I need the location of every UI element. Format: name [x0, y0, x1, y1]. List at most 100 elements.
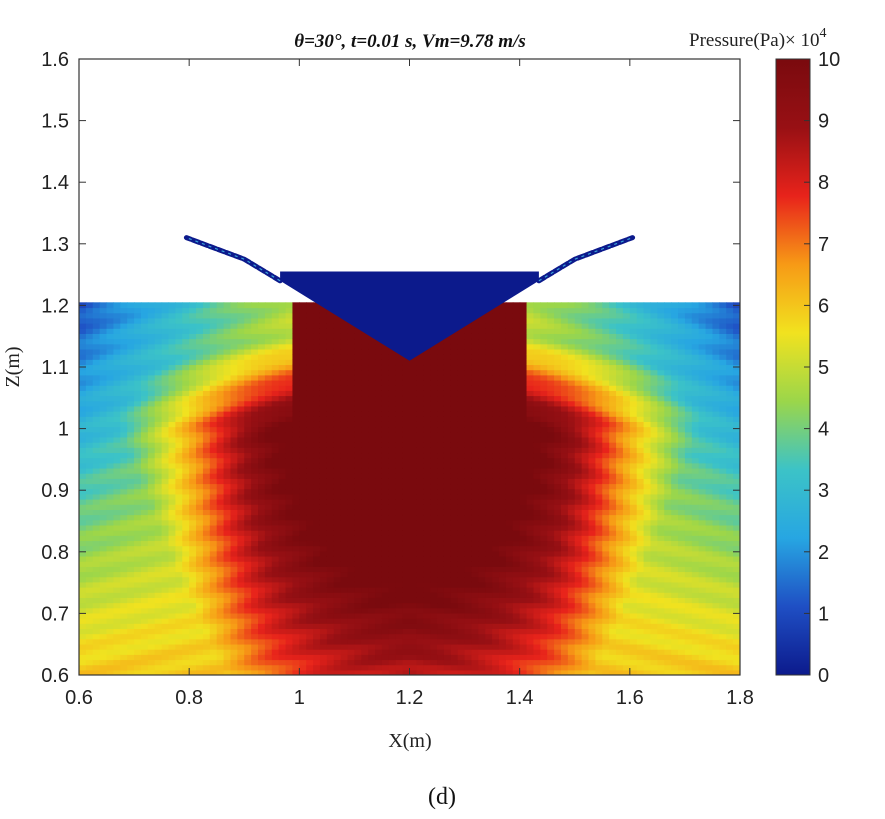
heatmap-cell	[134, 390, 142, 397]
heatmap-cell	[154, 643, 163, 650]
heatmap-cell	[258, 323, 266, 329]
heatmap-cell	[230, 561, 238, 567]
heatmap-cell	[388, 555, 397, 562]
heatmap-cell	[106, 364, 115, 371]
heatmap-cell	[402, 649, 411, 655]
heatmap-cell	[140, 405, 149, 412]
heatmap-cell	[512, 623, 521, 630]
heatmap-cell	[347, 379, 356, 386]
heatmap-cell	[113, 493, 121, 500]
heatmap-cell	[209, 457, 218, 464]
heatmap-cell	[519, 587, 528, 593]
heatmap-cell	[450, 385, 459, 391]
heatmap-cell	[161, 328, 170, 334]
heatmap-cell	[120, 664, 128, 671]
heatmap-cell	[512, 467, 521, 474]
heatmap-cell	[505, 431, 514, 438]
heatmap-cell	[499, 348, 507, 355]
heatmap-cell	[526, 514, 535, 521]
heatmap-cell	[319, 618, 328, 624]
heatmap-cell	[368, 659, 376, 666]
heatmap-cell	[140, 312, 149, 319]
heatmap-cell	[512, 649, 521, 655]
heatmap-cell	[292, 618, 300, 624]
heatmap-cell	[492, 555, 500, 562]
heatmap-cell	[526, 379, 535, 386]
heatmap-cell	[113, 323, 121, 329]
heatmap-cell	[512, 587, 521, 593]
heatmap-cell	[292, 581, 300, 588]
heatmap-cell	[230, 364, 238, 371]
heatmap-cell	[251, 364, 259, 371]
heatmap-cell	[92, 581, 101, 588]
heatmap-cell	[202, 379, 211, 386]
heatmap-cell	[505, 364, 514, 371]
heatmap-cell	[492, 467, 500, 474]
heatmap-cell	[182, 524, 190, 531]
heatmap-cell	[354, 431, 362, 438]
heatmap-cell	[381, 457, 390, 464]
heatmap-cell	[354, 576, 362, 583]
heatmap-cell	[189, 643, 197, 650]
heatmap-cell	[299, 602, 307, 609]
heatmap-cell	[388, 405, 397, 412]
heatmap-cell	[106, 633, 115, 640]
heatmap-cell	[375, 395, 383, 402]
heatmap-cell	[395, 354, 404, 360]
heatmap-cell	[478, 431, 486, 438]
heatmap-cell	[519, 385, 528, 391]
heatmap-cell	[478, 659, 486, 666]
heatmap-cell	[464, 566, 473, 573]
heatmap-cell	[457, 447, 466, 454]
heatmap-cell	[326, 431, 335, 438]
heatmap-cell	[519, 426, 528, 433]
heatmap-cell	[237, 442, 245, 448]
heatmap-cell	[471, 416, 479, 422]
heatmap-cell	[313, 633, 321, 640]
heatmap-cell	[134, 509, 142, 516]
heatmap-cell	[519, 307, 528, 314]
heatmap-cell	[457, 519, 466, 526]
heatmap-cell	[196, 550, 204, 557]
heatmap-cell	[388, 395, 397, 402]
heatmap-cell	[85, 364, 94, 371]
heatmap-cell	[519, 576, 528, 583]
heatmap-cell	[285, 602, 294, 609]
heatmap-cell	[120, 576, 128, 583]
heatmap-cell	[244, 535, 252, 542]
heatmap-cell	[209, 379, 218, 386]
heatmap-cell	[244, 348, 252, 355]
heatmap-cell	[154, 478, 163, 485]
heatmap-cell	[512, 504, 521, 510]
heatmap-cell	[437, 493, 445, 500]
heatmap-cell	[540, 379, 548, 386]
heatmap-cell	[306, 390, 314, 397]
heatmap-cell	[99, 312, 108, 319]
heatmap-cell	[395, 499, 404, 505]
heatmap-cell	[313, 623, 321, 630]
heatmap-cell	[437, 364, 445, 371]
heatmap-cell	[189, 659, 197, 666]
heatmap-cell	[244, 643, 252, 650]
heatmap-cell	[161, 395, 170, 402]
heatmap-cell	[375, 348, 383, 355]
heatmap-cell	[533, 669, 541, 675]
heatmap-cell	[127, 307, 135, 314]
heatmap-cell	[271, 483, 280, 490]
heatmap-cell	[244, 561, 252, 567]
heatmap-cell	[361, 364, 369, 371]
heatmap-cell	[512, 436, 521, 443]
heatmap-cell	[271, 364, 280, 371]
heatmap-cell	[354, 436, 362, 443]
heatmap-cell	[471, 602, 479, 609]
heatmap-cell	[547, 597, 555, 604]
heatmap-cell	[134, 395, 142, 402]
heatmap-cell	[381, 504, 390, 510]
heatmap-cell	[347, 395, 356, 402]
heatmap-cell	[416, 374, 424, 381]
heatmap-cell	[271, 597, 280, 604]
heatmap-cell	[230, 369, 238, 376]
heatmap-cell	[547, 540, 555, 547]
heatmap-cell	[395, 535, 404, 542]
heatmap-cell	[85, 499, 94, 505]
